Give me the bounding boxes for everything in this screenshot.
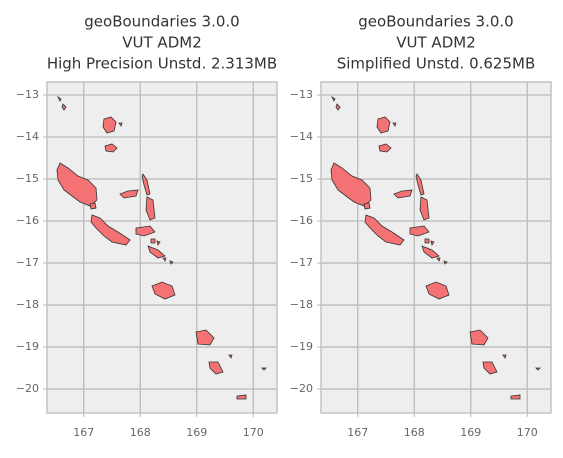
- chart-title: Simplified Unstd. 0.625MB: [337, 55, 536, 73]
- plot-frame: [320, 81, 552, 414]
- y-tick-label: −17: [290, 256, 313, 269]
- x-tick-label: 167: [347, 426, 368, 439]
- x-tick-label: 169: [186, 426, 207, 439]
- plot-background: [321, 82, 551, 413]
- chart-title: VUT ADM2: [122, 34, 201, 52]
- y-tick-label: −16: [290, 214, 313, 227]
- plot-frame: [46, 81, 278, 414]
- y-tick-label: −20: [290, 382, 313, 395]
- y-tick-label: −18: [16, 298, 39, 311]
- y-tick-label: −19: [16, 340, 39, 353]
- y-tick-label: −16: [16, 214, 39, 227]
- chart-title: High Precision Unstd. 2.313MB: [47, 55, 277, 73]
- chart-title: geoBoundaries 3.0.0: [84, 13, 239, 31]
- y-tick-label: −19: [290, 340, 313, 353]
- y-tick-label: −17: [16, 256, 39, 269]
- chart-title: VUT ADM2: [396, 34, 475, 52]
- chart-title: geoBoundaries 3.0.0: [358, 13, 513, 31]
- y-tick-label: −15: [16, 172, 39, 185]
- y-tick-label: −14: [290, 130, 313, 143]
- y-tick-label: −18: [290, 298, 313, 311]
- plot-background: [47, 82, 277, 413]
- x-tick-label: 168: [130, 426, 151, 439]
- y-tick-label: −14: [16, 130, 39, 143]
- y-tick-label: −13: [16, 88, 39, 101]
- x-tick-label: 167: [73, 426, 94, 439]
- y-tick-label: −13: [290, 88, 313, 101]
- x-tick-label: 170: [243, 426, 264, 439]
- x-tick-label: 170: [517, 426, 538, 439]
- y-tick-label: −20: [16, 382, 39, 395]
- x-tick-label: 168: [404, 426, 425, 439]
- x-tick-label: 169: [460, 426, 481, 439]
- y-tick-label: −15: [290, 172, 313, 185]
